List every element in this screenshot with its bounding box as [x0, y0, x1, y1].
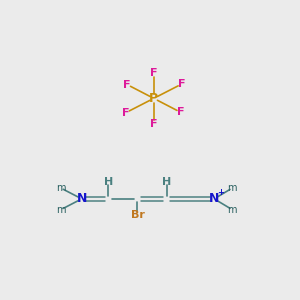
- Text: F: F: [177, 107, 184, 117]
- Text: H: H: [162, 177, 171, 187]
- Text: m: m: [228, 183, 237, 193]
- Text: N: N: [76, 192, 87, 206]
- Text: +: +: [217, 188, 224, 197]
- Text: m: m: [56, 183, 65, 193]
- Text: N: N: [209, 192, 219, 206]
- Text: F: F: [123, 80, 131, 89]
- Text: P: P: [149, 92, 158, 105]
- Text: F: F: [178, 79, 185, 89]
- Text: Br: Br: [130, 210, 144, 220]
- Text: F: F: [150, 119, 158, 129]
- Text: H: H: [104, 177, 113, 187]
- Text: F: F: [150, 68, 158, 78]
- Text: m: m: [228, 205, 237, 215]
- Text: F: F: [122, 108, 130, 118]
- Text: m: m: [56, 205, 65, 215]
